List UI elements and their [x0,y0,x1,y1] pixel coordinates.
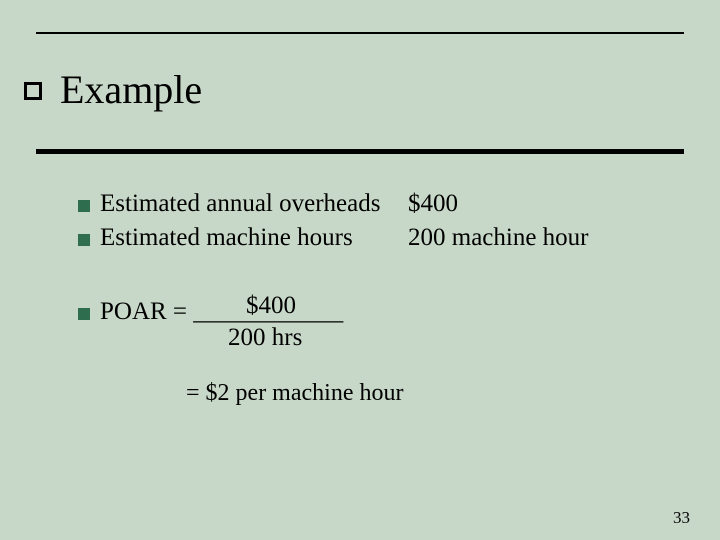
top-rule-thin [36,32,684,34]
page-number: 33 [673,508,690,528]
item-value: $400 [408,190,458,218]
title-bullet-icon [24,82,42,100]
poar-numerator: $400 [246,292,296,320]
item-value: 200 machine hour [408,224,589,252]
poar-prefix: POAR = ____________ [100,298,343,326]
title-underline-thick [36,149,684,154]
poar-result: = $2 per machine hour [186,380,403,407]
bullet-icon [78,234,90,246]
slide-title: Example [60,66,202,113]
item-label: Estimated annual overheads [100,190,380,218]
bullet-icon [78,200,90,212]
poar-denominator: 200 hrs [228,324,302,352]
bullet-icon [78,308,90,320]
item-label: Estimated machine hours [100,224,353,252]
